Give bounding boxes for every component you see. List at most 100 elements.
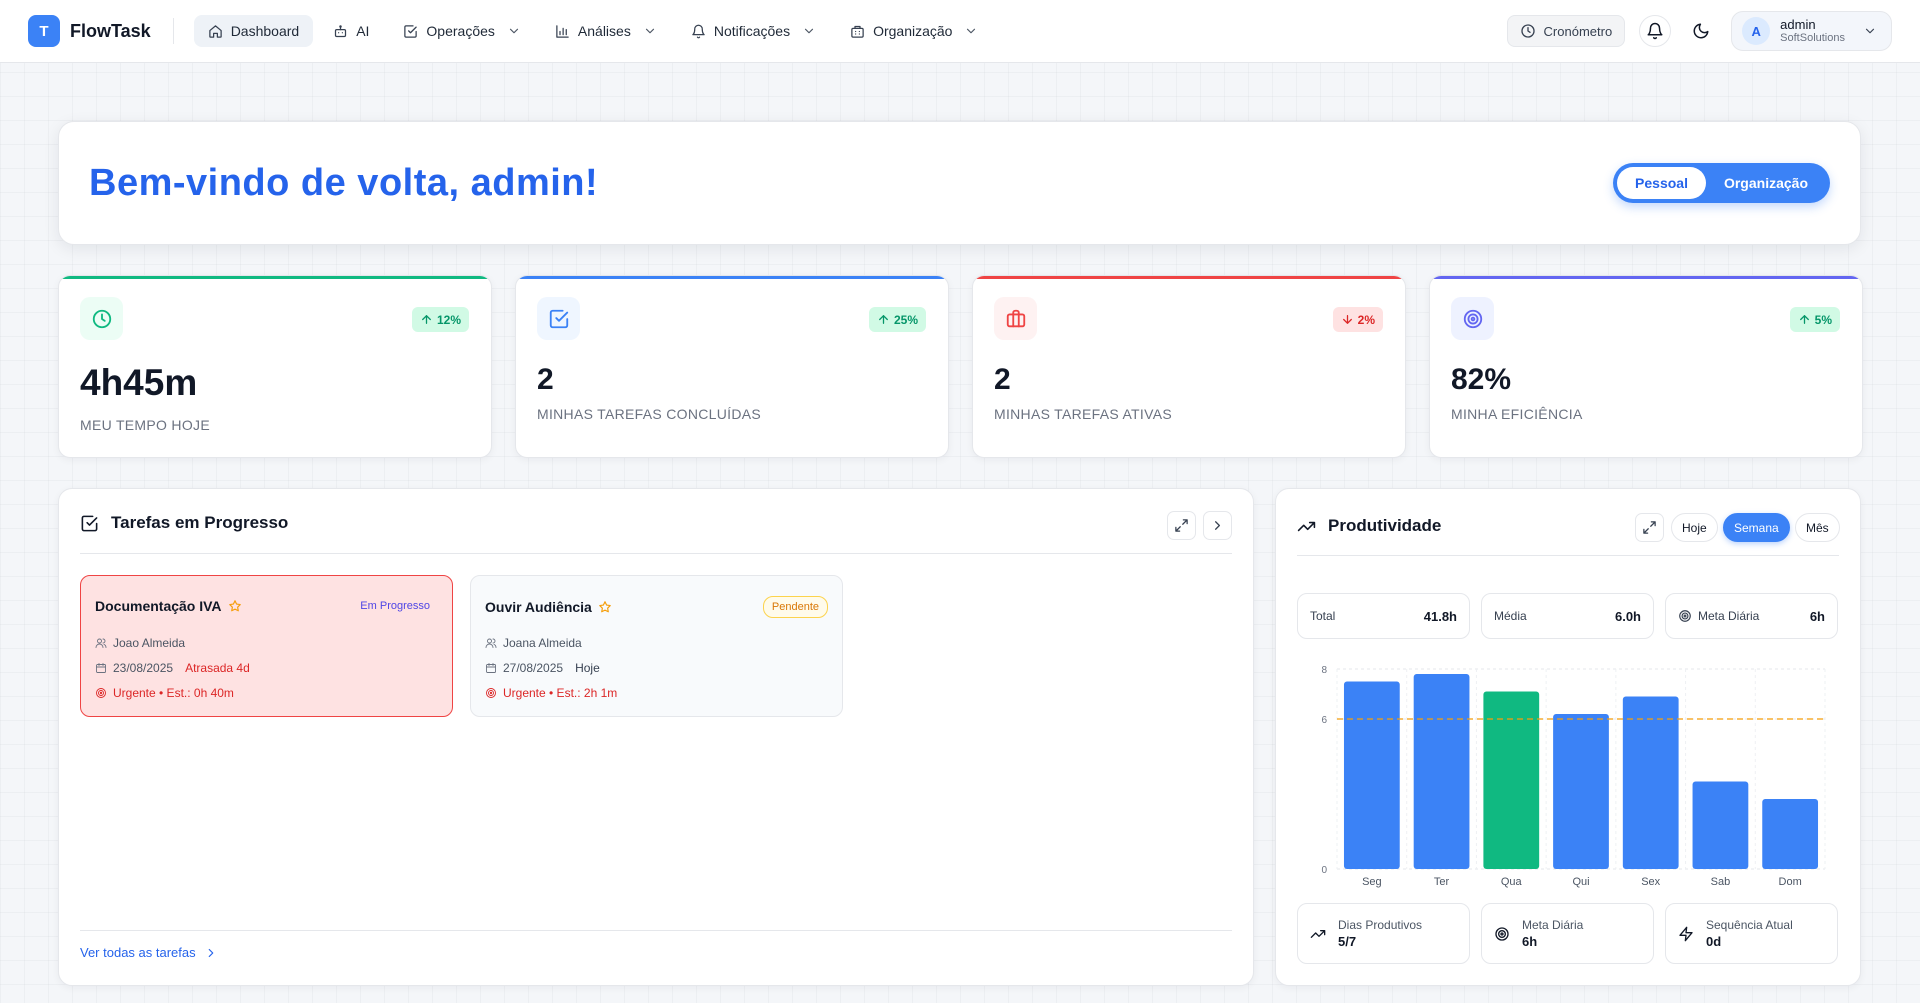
see-all-label: Ver todas as tarefas bbox=[80, 945, 196, 960]
task-title: Ouvir Audiência bbox=[485, 599, 592, 615]
bell-icon bbox=[1647, 22, 1663, 40]
nav-item-organizacao[interactable]: Organização bbox=[836, 15, 992, 47]
y-tick-label: 8 bbox=[1321, 665, 1327, 676]
stat-icon-box bbox=[80, 297, 123, 340]
see-all-tasks-link[interactable]: Ver todas as tarefas bbox=[80, 945, 218, 960]
bar-qua bbox=[1483, 691, 1540, 869]
user-menu[interactable]: A admin SoftSolutions bbox=[1731, 11, 1892, 51]
bar-qui bbox=[1553, 714, 1609, 869]
chevron-right-icon bbox=[1215, 521, 1220, 530]
chevron-down-icon bbox=[967, 28, 976, 34]
stat-change-value: 5% bbox=[1814, 312, 1832, 327]
toggle-organizacao[interactable]: Organização bbox=[1723, 175, 1808, 191]
calendar-icon bbox=[96, 663, 106, 673]
nav-item-label: Operações bbox=[426, 23, 495, 39]
task-date: 27/08/2025 Hoje bbox=[485, 661, 600, 675]
due-date: 23/08/2025 bbox=[113, 661, 174, 675]
bot-icon bbox=[335, 24, 347, 37]
calendar-icon bbox=[486, 663, 496, 673]
panel-title: Produtividade bbox=[1328, 516, 1442, 535]
users-icon bbox=[485, 638, 497, 648]
clock-icon bbox=[92, 309, 111, 328]
priority-estimate: Urgente • Est.: 2h 1m bbox=[503, 686, 618, 700]
nav-divider bbox=[172, 18, 174, 44]
theme-toggle-button[interactable] bbox=[1685, 15, 1717, 47]
x-tick-label: Qui bbox=[1572, 876, 1589, 888]
stat-label: MEU TEMPO HOJE bbox=[80, 417, 210, 433]
task-priority: Urgente • Est.: 2h 1m bbox=[485, 686, 617, 700]
task-title-row: Ouvir Audiência Pendente bbox=[485, 596, 828, 618]
summary-value: 41.8h bbox=[1423, 608, 1457, 624]
period-mes[interactable]: Mês bbox=[1795, 513, 1840, 542]
bar-sex bbox=[1622, 696, 1679, 869]
x-tick-label: Qua bbox=[1501, 876, 1523, 888]
star-icon[interactable] bbox=[228, 599, 242, 613]
moon-icon bbox=[1693, 23, 1709, 39]
expand-button[interactable] bbox=[1167, 511, 1196, 540]
toggle-pessoal[interactable]: Pessoal bbox=[1617, 167, 1706, 199]
nav-item-label: Dashboard bbox=[230, 23, 300, 39]
stat-change-badge: 5% bbox=[1789, 307, 1840, 332]
target-icon bbox=[96, 688, 106, 698]
chronometer-button[interactable]: Cronómetro bbox=[1506, 15, 1626, 47]
y-tick-label: 0 bbox=[1321, 865, 1327, 876]
building-icon bbox=[851, 25, 864, 38]
bar-sab bbox=[1692, 781, 1749, 869]
stat-current-streak: Sequência Atual 0d bbox=[1665, 903, 1838, 964]
header-divider bbox=[1297, 555, 1839, 556]
panel-header: Tarefas em Progresso bbox=[80, 513, 288, 533]
footer-stat-text: Meta Diária 6h bbox=[1522, 917, 1583, 951]
stat-card-efficiency: 5% 82% MINHA EFICIÊNCIA bbox=[1429, 275, 1863, 458]
period-hoje[interactable]: Hoje bbox=[1671, 513, 1718, 542]
home-icon bbox=[208, 24, 222, 38]
clock-icon bbox=[1520, 24, 1535, 38]
stat-value: 4h45m bbox=[80, 362, 198, 403]
stat-accent-bar bbox=[516, 276, 948, 279]
user-info: admin SoftSolutions bbox=[1780, 17, 1845, 45]
nav-item-analises[interactable]: Análises bbox=[541, 15, 671, 47]
trending-up-icon bbox=[1297, 521, 1316, 531]
check-square-icon bbox=[404, 24, 418, 38]
nav-item-operacoes[interactable]: Operações bbox=[389, 15, 534, 47]
zap-icon bbox=[1679, 926, 1693, 941]
task-card[interactable]: Documentação IVA Em Progresso Joao Almei… bbox=[80, 575, 453, 717]
avatar: A bbox=[1742, 17, 1771, 45]
stat-daily-goal: Meta Diária 6h bbox=[1481, 903, 1654, 964]
brand[interactable]: T FlowTask bbox=[28, 15, 151, 47]
target-icon bbox=[486, 688, 496, 698]
footer-stat-text: Sequência Atual 0d bbox=[1706, 917, 1793, 951]
tasks-in-progress-panel: Tarefas em Progresso Documentação IVA Em… bbox=[58, 488, 1254, 986]
expand-button[interactable] bbox=[1635, 513, 1664, 542]
bar-chart-icon bbox=[556, 24, 569, 38]
next-button[interactable] bbox=[1203, 511, 1232, 540]
footer-divider bbox=[80, 930, 1232, 931]
task-card[interactable]: Ouvir Audiência Pendente Joana Almeida 2… bbox=[470, 575, 843, 717]
footer-stat-value: 5/7 bbox=[1338, 933, 1357, 949]
stat-productive-days: Dias Produtivos 5/7 bbox=[1297, 903, 1470, 964]
target-icon bbox=[1495, 926, 1509, 941]
welcome-banner: Bem-vindo de volta, admin! Pessoal Organ… bbox=[58, 121, 1861, 245]
stat-change-value: 2% bbox=[1357, 312, 1375, 327]
task-assignee: Joana Almeida bbox=[485, 636, 582, 650]
summary-value: 6.0h bbox=[1614, 608, 1641, 624]
maximize-icon bbox=[1643, 521, 1656, 534]
period-semana[interactable]: Semana bbox=[1723, 513, 1790, 542]
users-icon bbox=[95, 638, 107, 648]
arrow-down-icon bbox=[1342, 315, 1352, 324]
nav-item-notificacoes[interactable]: Notificações bbox=[677, 15, 830, 47]
summary-value: 6h bbox=[1809, 608, 1825, 624]
star-icon[interactable] bbox=[598, 600, 612, 614]
nav-item-ai[interactable]: AI bbox=[319, 15, 383, 47]
nav-item-label: Organização bbox=[873, 23, 953, 39]
chevron-down-icon bbox=[805, 28, 814, 34]
footer-stat-label: Sequência Atual bbox=[1706, 917, 1793, 932]
chevron-down-icon bbox=[1865, 28, 1875, 34]
bar-ter bbox=[1413, 674, 1470, 869]
notifications-button[interactable] bbox=[1639, 15, 1672, 47]
assignee-name: Joao Almeida bbox=[113, 636, 186, 650]
stat-label: MINHAS TAREFAS CONCLUÍDAS bbox=[537, 406, 762, 422]
chevron-right-icon bbox=[208, 948, 213, 957]
nav-item-dashboard[interactable]: Dashboard bbox=[193, 15, 314, 47]
priority-estimate: Urgente • Est.: 0h 40m bbox=[113, 686, 234, 700]
footer-stat-value: 0d bbox=[1706, 933, 1722, 949]
